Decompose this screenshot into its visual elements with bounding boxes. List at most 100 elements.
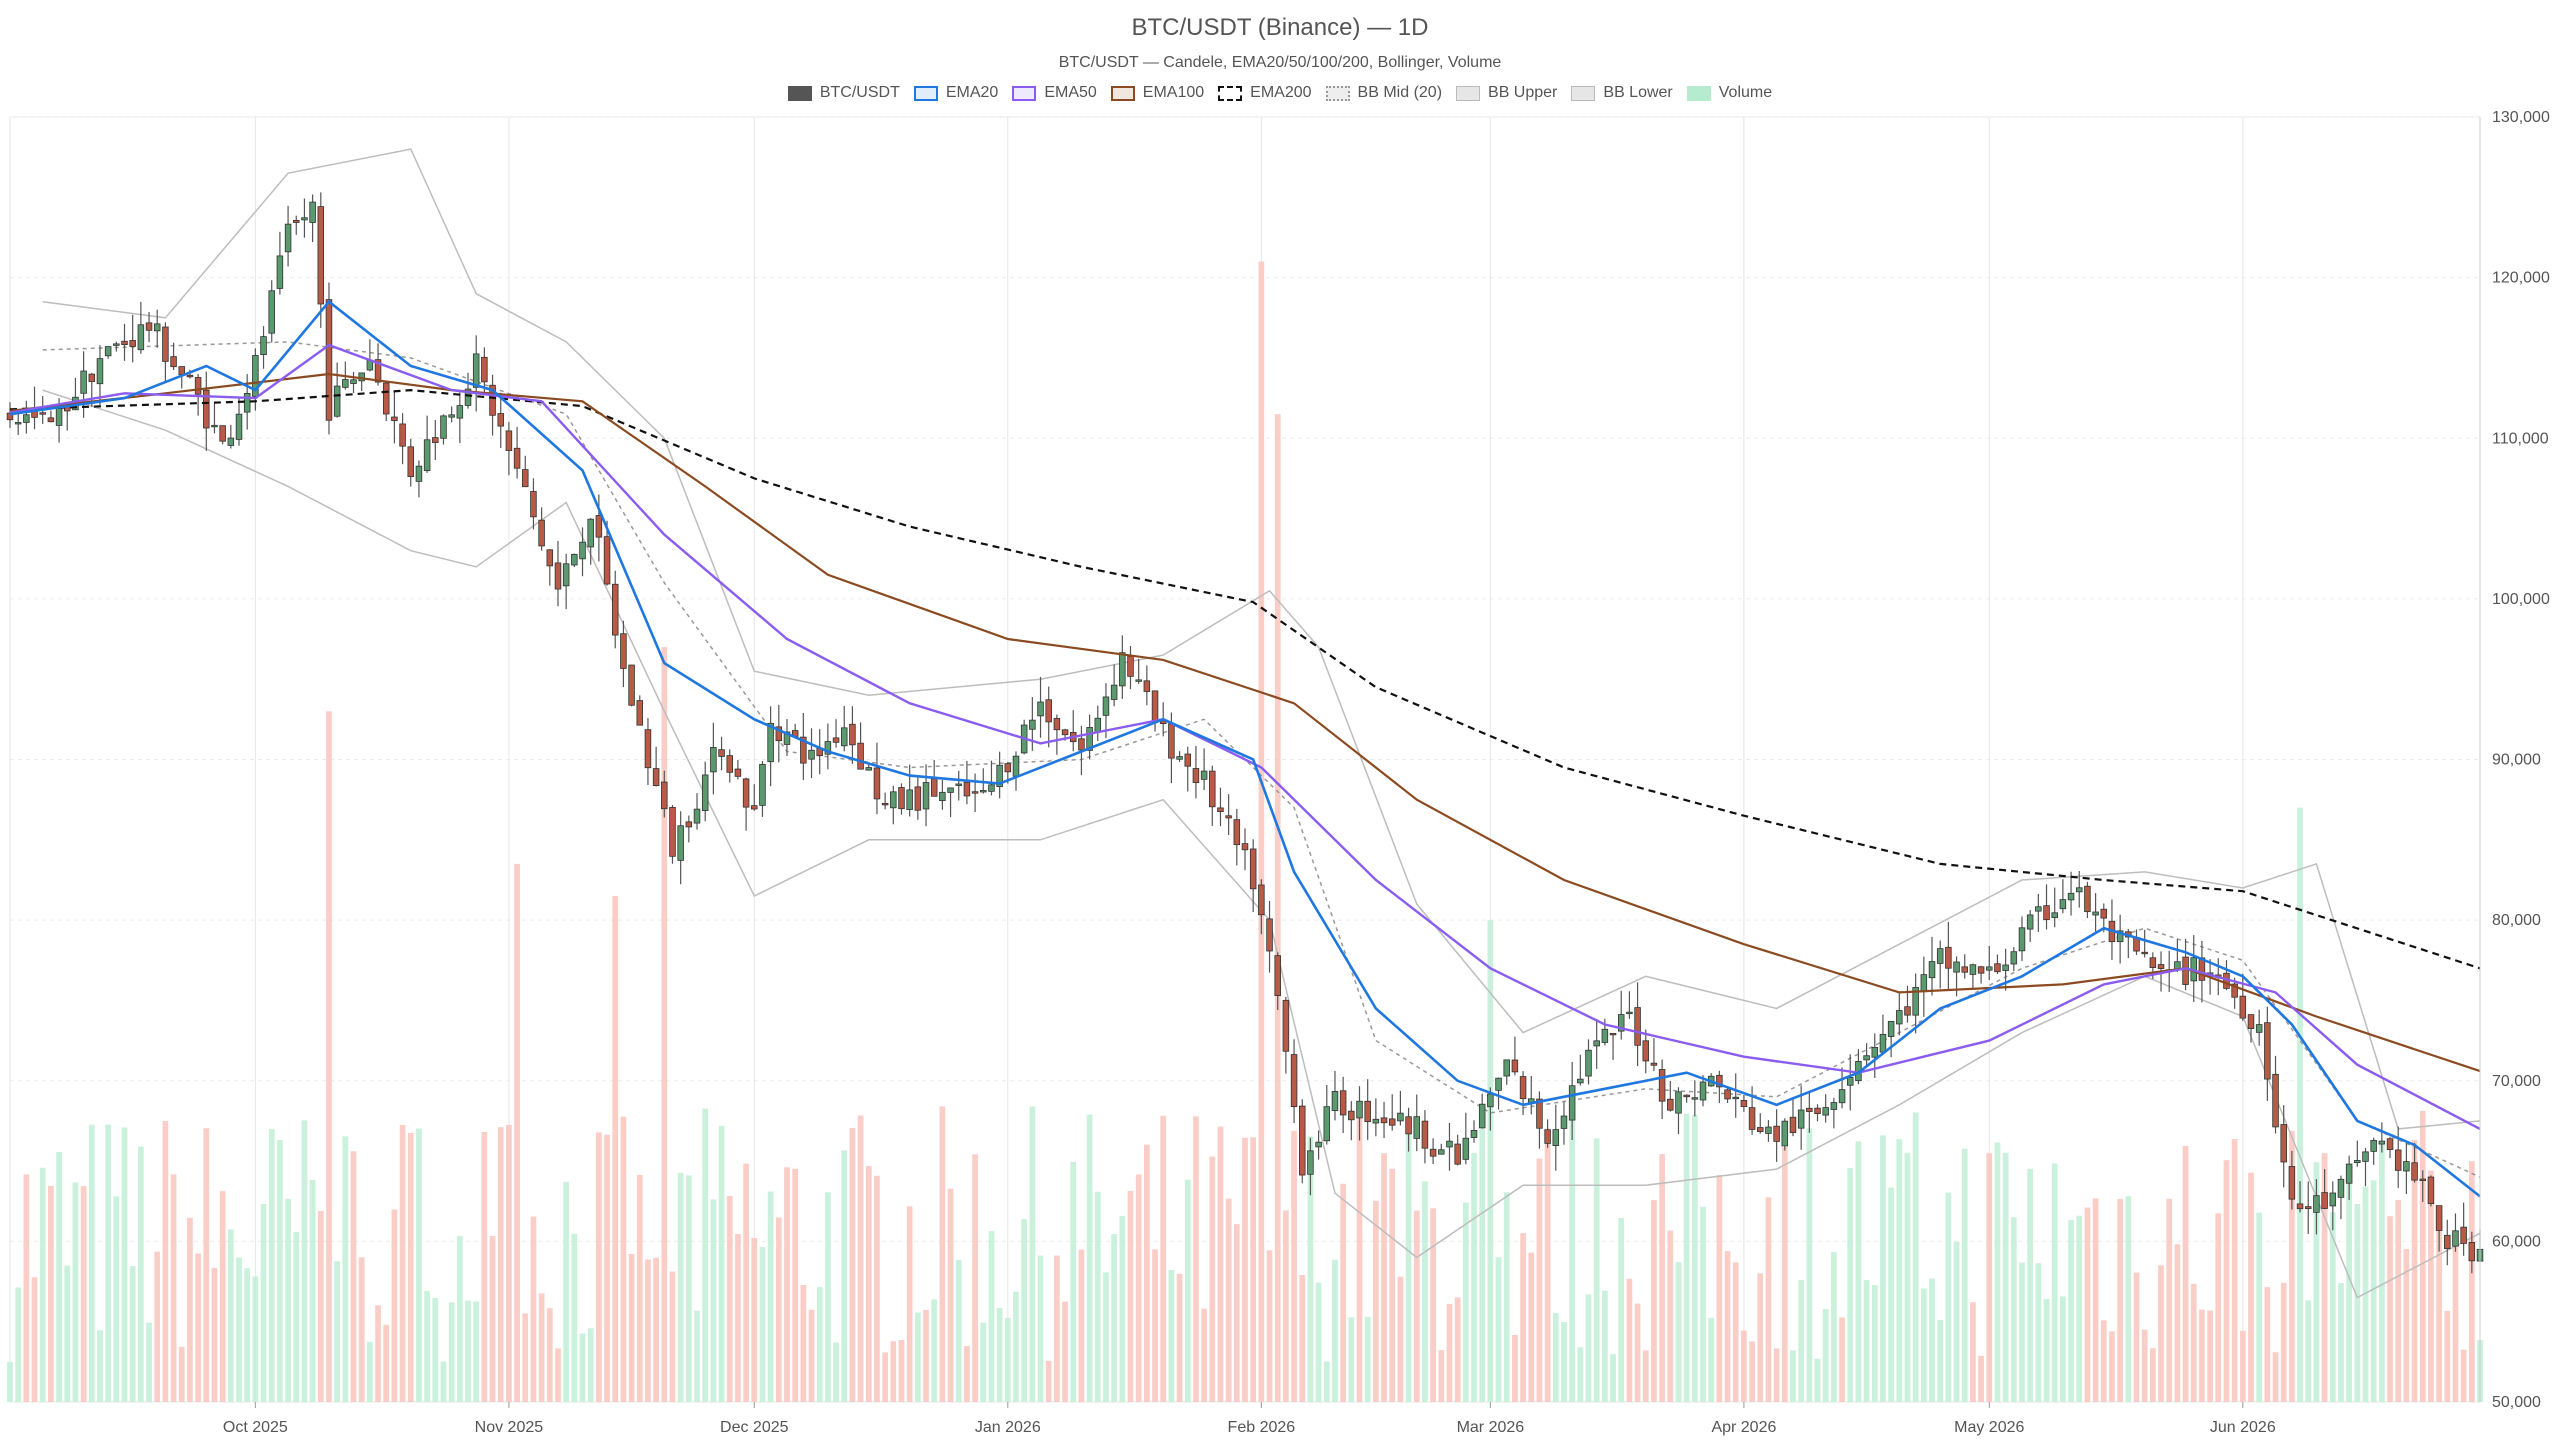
volume-bar [2395,1199,2402,1402]
volume-bar [1348,1317,1355,1402]
x-tick-label: May 2026 [1954,1419,2024,1436]
volume-bar [2068,1220,2074,1402]
candle-body [2264,1022,2271,1080]
volume-bar [1045,1360,1052,1402]
volume-bar [1929,1278,1935,1402]
candle-body [1086,727,1093,751]
candle-body [243,393,251,413]
volume-bar [1299,1274,1306,1402]
candle-body [2059,899,2067,910]
volume-bar [391,1209,398,1402]
candle-body [1364,1100,1371,1123]
candle-body [914,786,922,811]
legend-swatch [1110,85,1135,101]
volume-bar [1536,1158,1543,1402]
volume-bar [1062,1301,1068,1402]
candle-body [2337,1178,2345,1198]
ema200-line [9,388,2481,970]
legend-item[interactable]: EMA50 [1012,84,1097,102]
legend-item[interactable]: BB Lower [1571,84,1673,102]
volume-bar [1086,1114,1093,1402]
legend-item[interactable]: BB Upper [1456,84,1557,102]
candle-body [1577,1078,1584,1084]
candle-body [890,791,897,809]
volume-bar [2354,1204,2361,1402]
candle-body [1487,1093,1494,1108]
candle-body [2018,927,2026,952]
candle-body [1151,690,1159,721]
volume-bar [571,1233,578,1402]
candle-body [620,633,627,669]
volume-bar [2215,1213,2222,1402]
y-tick-label: 60,000 [2492,1233,2541,1250]
volume-bar [2133,1272,2140,1402]
candle-body [571,553,578,566]
volume-bar [1070,1162,1077,1402]
candle-body [1078,738,1085,751]
volume-bar [1822,1309,1829,1402]
ema20-line [9,299,2481,1198]
candle-body [2394,1149,2402,1171]
candle-body [636,700,644,726]
volume-bar [1323,1361,1330,1402]
candle-body [2174,961,2181,970]
volume-bar [317,1211,324,1402]
candle-body [1732,1096,1739,1100]
candle-body [1936,948,1944,964]
volume-bar [23,1174,30,1402]
volume-bar [1013,1291,1019,1402]
volume-bar [1184,1179,1191,1402]
candle-body [88,373,96,382]
volume-bar [808,1309,815,1402]
volume-bar [1307,1136,1314,1402]
volume-bar [964,1346,970,1402]
volume-bar [1602,1290,1608,1402]
legend-label: EMA20 [945,84,999,101]
candle-body [2002,964,2009,971]
volume-bar [64,1265,71,1402]
legend-item[interactable]: EMA20 [913,84,999,102]
candle-body [1642,1040,1650,1062]
candle-body [2313,1195,2320,1213]
volume-bar [1283,1210,1289,1402]
volume-bar [1364,1316,1371,1402]
candle-body [1135,679,1142,682]
volume-bar [1422,1181,1428,1402]
x-tick-label: Feb 2026 [1228,1419,1296,1436]
volume-bar [1135,1174,1142,1402]
candle-body [2272,1073,2279,1128]
volume-bar [1863,1280,1870,1402]
legend-item[interactable]: EMA200 [1218,84,1312,102]
candle-body [1258,884,1265,916]
volume-bar [1757,1273,1764,1402]
candle-body [1438,1149,1445,1155]
volume-bar [1397,1276,1404,1402]
volume-bar [833,1342,839,1402]
volume-bar [1193,1116,1199,1402]
volume-bar [2060,1296,2066,1402]
candle-body [628,664,635,706]
candle-body [194,377,202,395]
volume-bar [726,1196,733,1402]
legend-item[interactable]: BB Mid (20) [1325,84,1443,102]
volume-bar [1773,1348,1780,1402]
candle-body [554,562,562,590]
legend-swatch [1012,85,1037,101]
candle-body [808,749,815,760]
legend-label: BB Mid (20) [1357,84,1443,101]
volume-bar [1937,1319,1944,1402]
candle-body [1863,1055,1870,1061]
candle-body [497,413,504,427]
candle-body [23,414,30,423]
legend-item[interactable]: Volume [1686,84,1772,102]
volume-bar [56,1151,62,1402]
legend-item[interactable]: BTC/USDT [787,84,900,102]
legend-item[interactable]: EMA100 [1110,84,1204,102]
candle-body [1650,1062,1658,1066]
candle-body [1716,1074,1723,1088]
volume-bar [980,1322,987,1402]
volume-bar [138,1146,144,1402]
candle-body [644,729,652,769]
volume-bar [2010,1217,2017,1402]
